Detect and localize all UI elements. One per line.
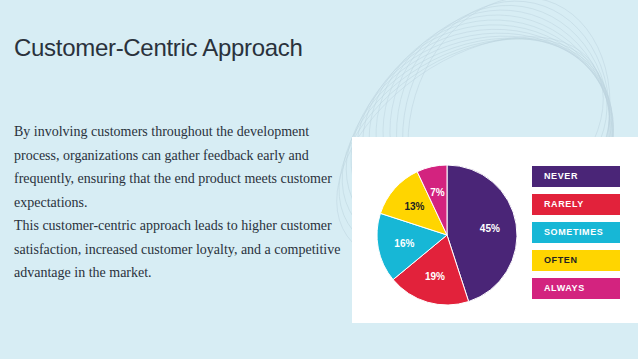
html-text:By involving customers through: By involving customers throughout the de…	[14, 124, 332, 210]
html-text:OFTEN: OFTEN	[544, 255, 578, 265]
html-text:SOMETIMES: SOMETIMES	[544, 227, 604, 237]
svg-text:16%: 16%	[394, 238, 414, 249]
html-text:This customer-centric approach: This customer-centric approach leads to …	[14, 218, 341, 280]
svg-text:45%: 45%	[480, 223, 500, 234]
html-text:NEVER: NEVER	[544, 171, 578, 181]
html-text:ALWAYS: ALWAYS	[544, 283, 585, 293]
html-text:Customer-Centric Approach: Customer-Centric Approach	[14, 34, 303, 61]
html-text:RARELY: RARELY	[544, 199, 584, 209]
svg-text:13%: 13%	[404, 201, 424, 212]
svg-text:7%: 7%	[430, 187, 445, 198]
svg-text:19%: 19%	[425, 271, 445, 282]
